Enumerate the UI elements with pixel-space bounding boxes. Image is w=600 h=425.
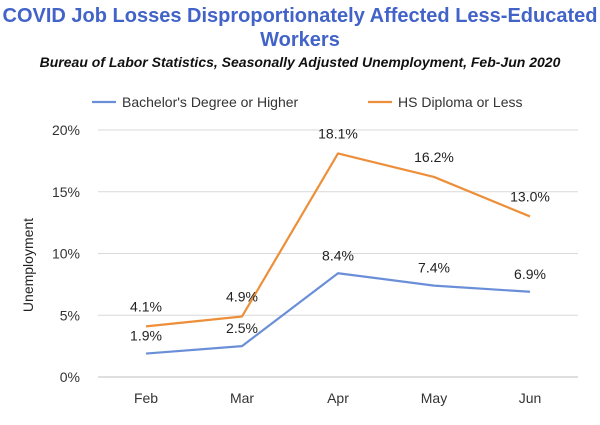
y-axis-ticks: 0% 5% 10% 15% 20% (52, 122, 80, 385)
data-label-s0-feb: 1.9% (130, 328, 162, 344)
x-tick-label-mar: Mar (230, 390, 254, 406)
data-label-s1-mar: 4.9% (226, 288, 258, 304)
chart-subtitle: Bureau of Labor Statistics, Seasonally A… (39, 54, 561, 70)
x-tick-label-feb: Feb (134, 390, 158, 406)
chart-title-line-2: Workers (260, 29, 340, 51)
data-label-s1-may: 16.2% (414, 149, 454, 165)
x-tick-label-apr: Apr (327, 390, 349, 406)
x-tick-label-jun: Jun (519, 390, 542, 406)
gridlines (98, 129, 578, 378)
y-axis-title: Unemployment (20, 218, 36, 312)
data-label-s1-apr: 18.1% (318, 125, 358, 141)
y-tick-label-10: 10% (52, 246, 80, 262)
data-labels: 1.9% 2.5% 8.4% 7.4% 6.9% 4.1% 4.9% 18.1% 16.2% 13… (130, 125, 550, 343)
series-line-1 (145, 152, 531, 328)
chart-title-line-1: COVID Job Losses Disproportionately Affe… (2, 5, 598, 27)
data-label-s0-jun: 6.9% (514, 266, 546, 282)
x-axis-ticks: Feb Mar Apr May Jun (134, 390, 541, 406)
data-label-s1-jun: 13.0% (510, 188, 550, 204)
legend-label-1: HS Diploma or Less (398, 94, 523, 110)
chart-title: COVID Job Losses Disproportionately Affe… (0, 4, 600, 52)
legend-label-0: Bachelor's Degree or Higher (122, 94, 299, 110)
legend: Bachelor's Degree or Higher HS Diploma or… (92, 94, 523, 110)
x-tick-label-may: May (421, 390, 447, 406)
y-tick-label-5: 5% (60, 307, 80, 323)
y-tick-label-20: 20% (52, 122, 80, 138)
data-label-s0-apr: 8.4% (322, 247, 354, 263)
data-label-s0-may: 7.4% (418, 260, 450, 276)
y-tick-label-15: 15% (52, 184, 80, 200)
series-lines (145, 152, 531, 355)
data-label-s1-feb: 4.1% (130, 298, 162, 314)
series-line-0 (145, 272, 531, 355)
y-tick-label-0: 0% (60, 369, 80, 385)
data-label-s0-mar: 2.5% (226, 320, 258, 336)
